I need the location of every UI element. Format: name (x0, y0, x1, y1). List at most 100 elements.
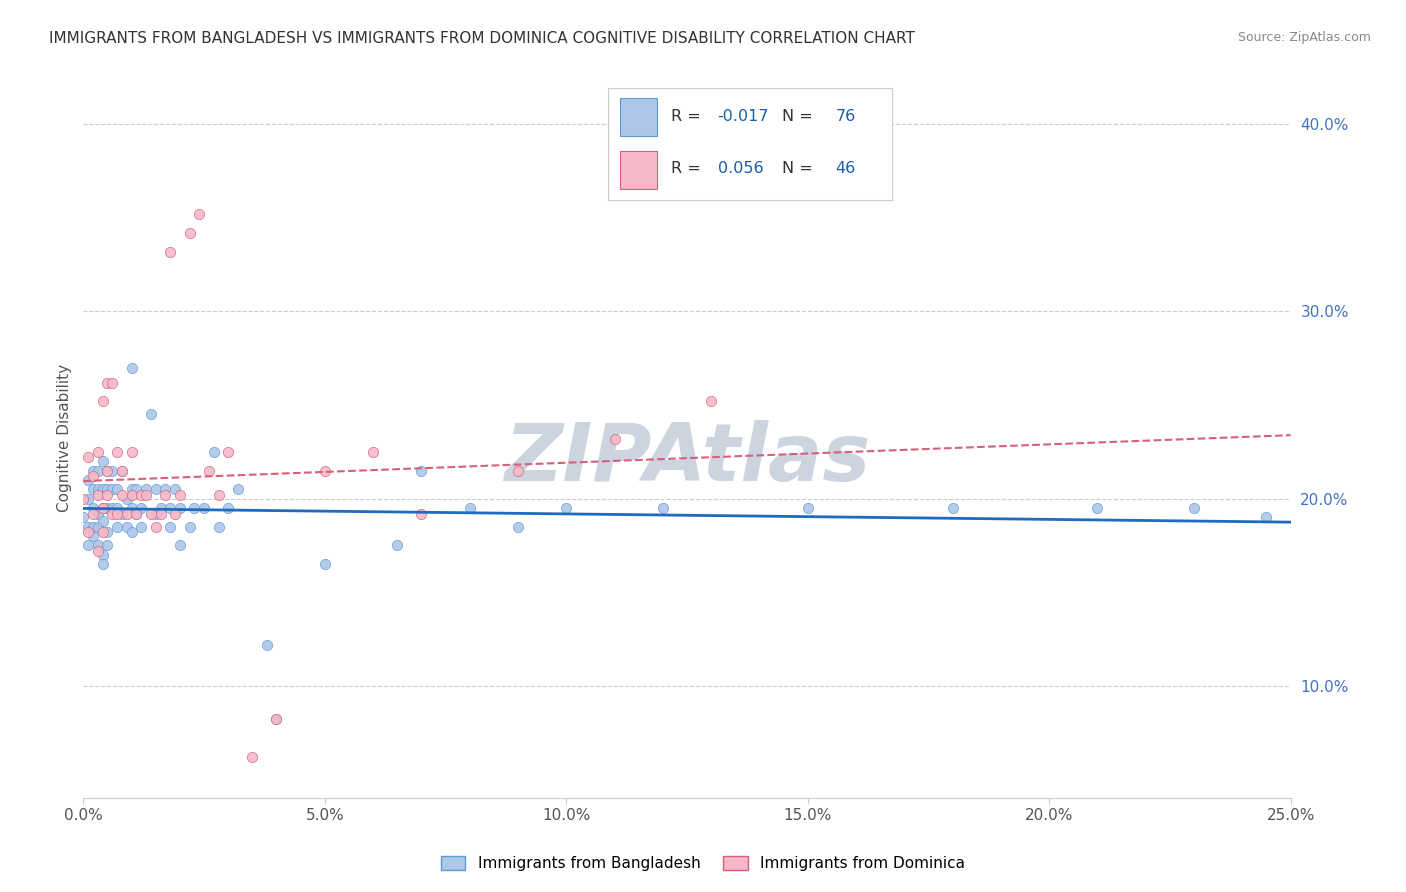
Point (96, 500, 118, 515)
Text: IMMIGRANTS FROM BANGLADESH VS IMMIGRANTS FROM DOMINICA COGNITIVE DISABILITY CORR: IMMIGRANTS FROM BANGLADESH VS IMMIGRANTS… (49, 31, 915, 46)
Point (111, 507, 134, 521)
Point (111, 463, 134, 477)
Point (700, 394, 723, 409)
Point (159, 519, 181, 533)
Point (314, 557, 336, 571)
Point (72, 510, 94, 524)
Point (91, 394, 114, 409)
Point (101, 500, 124, 515)
Point (149, 500, 172, 515)
Point (82, 482, 104, 496)
Point (217, 444, 239, 458)
Point (458, 500, 481, 515)
Point (266, 713, 288, 727)
Point (87, 444, 110, 458)
Point (163, 507, 186, 521)
Point (135, 488, 157, 502)
Point (207, 519, 229, 533)
Point (115, 507, 138, 521)
Point (87, 463, 110, 477)
Point (82, 507, 104, 521)
Point (411, 507, 433, 521)
Point (87, 538, 110, 552)
Point (796, 500, 818, 515)
Point (155, 488, 177, 502)
Point (91, 482, 114, 496)
Point (385, 538, 408, 552)
Point (179, 226, 201, 240)
Point (125, 507, 148, 521)
Point (121, 444, 143, 458)
Point (125, 507, 148, 521)
Point (145, 519, 167, 533)
Point (91, 525, 114, 540)
Point (149, 507, 172, 521)
Point (169, 500, 191, 515)
Point (179, 519, 201, 533)
Point (159, 500, 181, 515)
Point (91, 500, 114, 515)
Point (266, 713, 288, 727)
Point (91, 514, 114, 528)
Text: Source: ZipAtlas.com: Source: ZipAtlas.com (1237, 31, 1371, 45)
Y-axis label: Cognitive Disability: Cognitive Disability (58, 364, 72, 512)
Point (555, 500, 578, 515)
Point (155, 482, 177, 496)
Point (82, 519, 104, 533)
Point (506, 463, 529, 477)
Point (139, 507, 162, 521)
Point (506, 519, 529, 533)
Point (82, 463, 104, 477)
Point (101, 507, 124, 521)
Point (91, 500, 114, 515)
Point (72, 491, 94, 506)
Point (121, 482, 143, 496)
Point (411, 463, 433, 477)
Point (1087, 500, 1109, 515)
Point (96, 376, 118, 390)
Point (96, 538, 118, 552)
Point (941, 500, 963, 515)
Point (226, 482, 249, 496)
Point (105, 444, 128, 458)
Point (87, 507, 110, 521)
Point (105, 482, 128, 496)
Point (77, 538, 100, 552)
Point (82, 529, 104, 543)
Point (121, 360, 143, 375)
Point (96, 482, 118, 496)
Point (129, 488, 152, 502)
Point (77, 491, 100, 506)
Point (87, 544, 110, 558)
Text: ZIPAtlas: ZIPAtlas (503, 420, 870, 499)
Point (603, 432, 626, 446)
Point (91, 557, 114, 571)
Point (169, 488, 191, 502)
Point (125, 482, 148, 496)
Point (163, 482, 186, 496)
Point (96, 525, 118, 540)
Point (1182, 500, 1205, 515)
Point (105, 500, 128, 515)
Point (183, 500, 205, 515)
Point (96, 488, 118, 502)
Point (198, 463, 221, 477)
Point (101, 376, 124, 390)
Point (77, 519, 100, 533)
Point (361, 444, 384, 458)
Point (115, 491, 138, 506)
Point (87, 488, 110, 502)
Point (314, 463, 336, 477)
Point (256, 638, 278, 652)
Point (91, 548, 114, 562)
Point (159, 244, 181, 259)
Point (207, 488, 229, 502)
Point (240, 750, 263, 764)
Point (87, 519, 110, 533)
Point (145, 482, 167, 496)
Point (96, 463, 118, 477)
Point (202, 444, 225, 458)
Point (115, 519, 138, 533)
Point (217, 500, 239, 515)
Point (82, 469, 104, 483)
